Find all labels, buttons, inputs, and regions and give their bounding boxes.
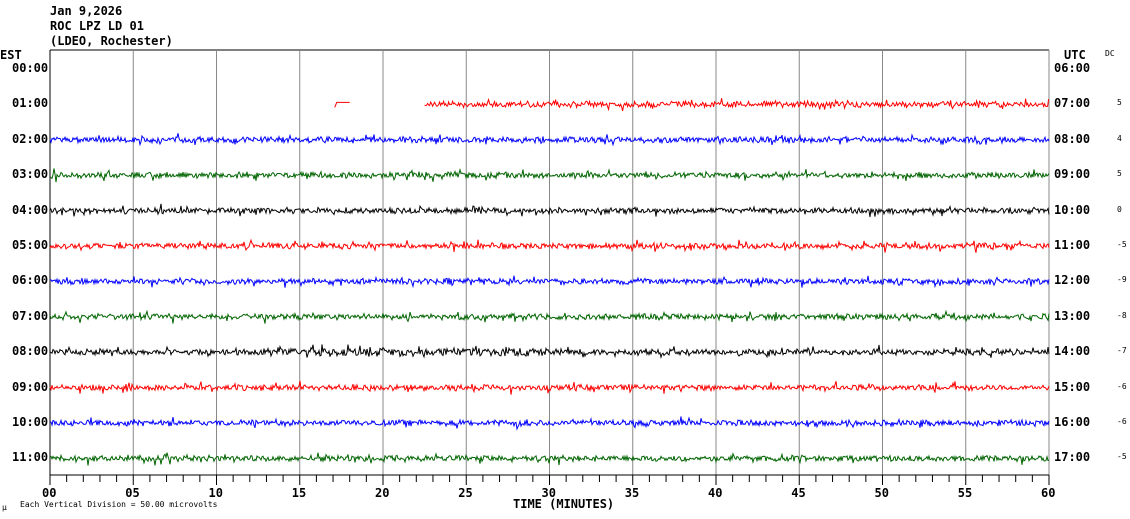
est-hour-label: 05:00 [12,238,49,252]
network-name: (LDEO, Rochester) [50,34,173,48]
est-hour-label: 07:00 [12,308,49,323]
scale-text: Each Vertical Division = 50.00 microvolt… [20,500,218,509]
seismic-trace [49,452,1050,466]
seismic-trace [49,203,1050,218]
seismic-trace [49,380,1050,395]
est-hour-label: 03:00 [12,167,49,182]
utc-hour-label: 08:00 [1054,131,1091,146]
est-hour-label: 02:00 [12,131,49,146]
x-tick-label: 55 [957,486,973,500]
est-hour-label: 00:00 [12,61,49,75]
seismic-trace [49,344,1050,360]
utc-hour-label: 11:00 [1054,238,1091,252]
seismic-trace-fragment [334,101,350,108]
seismic-trace [49,416,1050,431]
utc-hour-label: 07:00 [1054,96,1091,111]
est-hour-label: 10:00 [12,415,49,429]
dc-offset-value: 5 [1117,98,1122,108]
x-tick-label: 40 [708,486,723,500]
x-tick-label: 20 [375,486,390,500]
dc-offset-value: 4 [1117,133,1122,143]
seismic-trace [49,309,1050,324]
dc-offset-value: -7 [1117,346,1127,356]
est-hour-label: 09:00 [12,379,49,394]
x-tick-label: 00 [42,486,57,500]
x-tick-label: 30 [541,486,556,500]
est-hour-label: 11:00 [12,450,49,465]
utc-hour-label: 12:00 [1054,273,1091,288]
seismic-trace [49,275,1050,289]
seismic-trace [49,168,1050,183]
utc-hour-label: 09:00 [1054,167,1091,182]
x-tick-label: 50 [874,486,889,500]
scale-symbol: μ [2,503,7,512]
dc-offset-value: -8 [1117,310,1127,320]
dc-offset-value: -6 [1117,417,1127,426]
utc-hour-label: 17:00 [1054,450,1091,465]
x-tick-label: 45 [791,486,806,500]
utc-hour-label: 16:00 [1054,415,1091,429]
utc-hour-label: 06:00 [1054,61,1091,75]
utc-hour-label: 15:00 [1054,379,1091,394]
x-tick-label: 15 [291,486,307,500]
x-tick-label: 10 [208,486,223,500]
utc-hour-label: 13:00 [1054,308,1091,323]
x-tick-label: 60 [1041,486,1056,500]
est-hour-label: 01:00 [12,96,49,111]
dc-offset-value: -6 [1117,381,1127,391]
seismic-trace [49,238,1050,253]
est-hour-label: 08:00 [12,344,49,359]
est-hour-label: 04:00 [12,202,49,217]
utc-hour-label: 10:00 [1054,202,1091,217]
station-name: ROC LPZ LD 01 [50,19,144,33]
left-timezone: EST [0,48,22,62]
chart-date: Jan 9,2026 [50,4,123,18]
dc-offset-value: 5 [1117,169,1122,179]
x-tick-label: 35 [624,486,640,500]
seismic-trace [49,133,1050,147]
seismic-trace [424,97,1050,112]
dc-offset-value: -5 [1117,452,1127,462]
dc-offset-value: 0 [1117,204,1122,214]
dc-offset-value: -5 [1117,240,1127,249]
dc-offset-value: -9 [1117,275,1127,285]
x-axis-label: TIME (MINUTES) [513,497,615,511]
est-hour-label: 06:00 [12,273,49,288]
utc-hour-label: 14:00 [1054,344,1091,359]
x-tick-label: 05 [125,486,140,500]
x-tick-label: 25 [458,486,473,500]
dc-header: DC [1105,49,1115,58]
right-timezone: UTC [1064,48,1086,62]
